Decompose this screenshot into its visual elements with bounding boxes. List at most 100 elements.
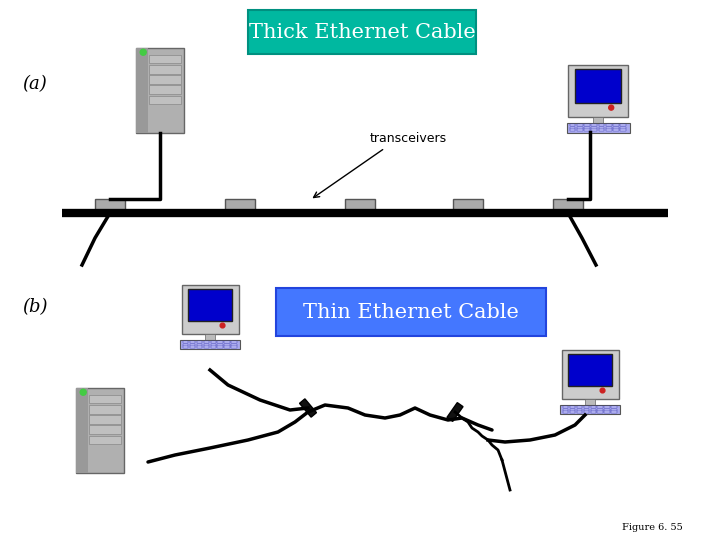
Circle shape bbox=[608, 105, 613, 110]
Bar bbox=[183, 341, 189, 343]
Text: (b): (b) bbox=[22, 298, 48, 316]
Bar bbox=[150, 65, 181, 73]
Text: transceivers: transceivers bbox=[370, 132, 447, 145]
Bar bbox=[568, 354, 612, 386]
Bar bbox=[575, 69, 621, 103]
Circle shape bbox=[600, 388, 605, 393]
Bar bbox=[598, 409, 603, 410]
Bar bbox=[613, 130, 618, 131]
Bar bbox=[150, 85, 181, 94]
Bar bbox=[553, 199, 583, 213]
Bar bbox=[345, 199, 375, 213]
Bar bbox=[180, 340, 240, 349]
Bar bbox=[204, 341, 209, 343]
Bar bbox=[76, 388, 88, 473]
Bar bbox=[225, 346, 230, 348]
Bar bbox=[89, 405, 121, 414]
Bar bbox=[231, 343, 237, 346]
Bar bbox=[584, 406, 589, 408]
Bar bbox=[577, 411, 582, 413]
Bar bbox=[204, 346, 209, 348]
Bar bbox=[598, 127, 604, 129]
Text: Thick Ethernet Cable: Thick Ethernet Cable bbox=[248, 23, 475, 42]
Bar bbox=[183, 346, 189, 348]
Bar bbox=[197, 341, 202, 343]
Bar bbox=[611, 411, 616, 413]
Bar bbox=[591, 130, 597, 131]
Bar bbox=[598, 406, 603, 408]
Bar bbox=[562, 350, 618, 400]
Bar bbox=[217, 341, 223, 343]
Circle shape bbox=[220, 323, 225, 328]
Bar bbox=[136, 48, 148, 133]
Bar bbox=[190, 343, 195, 346]
Bar bbox=[276, 288, 546, 336]
Bar bbox=[598, 130, 604, 131]
Bar bbox=[197, 343, 202, 346]
Bar bbox=[76, 388, 124, 473]
Bar bbox=[231, 346, 237, 348]
Bar bbox=[584, 409, 589, 410]
Bar bbox=[611, 406, 616, 408]
Bar bbox=[225, 341, 230, 343]
Polygon shape bbox=[300, 399, 317, 417]
Bar bbox=[590, 409, 596, 410]
Bar bbox=[577, 409, 582, 410]
Bar bbox=[210, 346, 216, 348]
Text: Figure 6. 55: Figure 6. 55 bbox=[622, 523, 683, 532]
Bar bbox=[604, 406, 610, 408]
Bar bbox=[197, 346, 202, 348]
Bar bbox=[598, 411, 603, 413]
Bar bbox=[89, 395, 121, 403]
Bar bbox=[210, 343, 216, 346]
Bar bbox=[590, 406, 596, 408]
Bar bbox=[570, 409, 575, 410]
Bar bbox=[210, 341, 216, 343]
Bar bbox=[584, 124, 590, 126]
Bar bbox=[89, 426, 121, 434]
Bar bbox=[577, 406, 582, 408]
Bar bbox=[584, 127, 590, 129]
Bar bbox=[567, 123, 629, 133]
Bar bbox=[183, 343, 189, 346]
Bar bbox=[570, 406, 575, 408]
Bar bbox=[621, 130, 626, 131]
Bar bbox=[621, 127, 626, 129]
Bar bbox=[591, 127, 597, 129]
Bar bbox=[613, 124, 618, 126]
Bar bbox=[598, 124, 604, 126]
Bar bbox=[136, 48, 184, 133]
Bar bbox=[560, 406, 620, 414]
Bar bbox=[584, 130, 590, 131]
Circle shape bbox=[140, 49, 146, 55]
Bar bbox=[150, 55, 181, 63]
Bar bbox=[613, 127, 618, 129]
Circle shape bbox=[80, 389, 86, 395]
Bar bbox=[89, 415, 121, 424]
Bar bbox=[570, 124, 575, 126]
Bar bbox=[611, 409, 616, 410]
Bar bbox=[606, 127, 611, 129]
Text: Thin Ethernet Cable: Thin Ethernet Cable bbox=[303, 302, 519, 321]
Bar bbox=[590, 411, 596, 413]
Bar bbox=[190, 341, 195, 343]
Bar bbox=[621, 124, 626, 126]
Bar bbox=[591, 124, 597, 126]
Bar bbox=[205, 334, 215, 340]
Bar bbox=[190, 346, 195, 348]
Text: (a): (a) bbox=[22, 75, 47, 93]
Bar bbox=[570, 127, 575, 129]
Bar bbox=[606, 124, 611, 126]
Bar bbox=[568, 65, 628, 117]
Bar bbox=[217, 343, 223, 346]
Bar bbox=[563, 406, 569, 408]
Bar bbox=[570, 411, 575, 413]
Bar bbox=[225, 199, 255, 213]
Bar bbox=[150, 75, 181, 84]
Bar bbox=[89, 436, 121, 444]
Bar bbox=[604, 411, 610, 413]
Bar bbox=[248, 10, 476, 54]
Bar bbox=[225, 343, 230, 346]
Bar bbox=[181, 285, 238, 334]
Bar bbox=[570, 130, 575, 131]
